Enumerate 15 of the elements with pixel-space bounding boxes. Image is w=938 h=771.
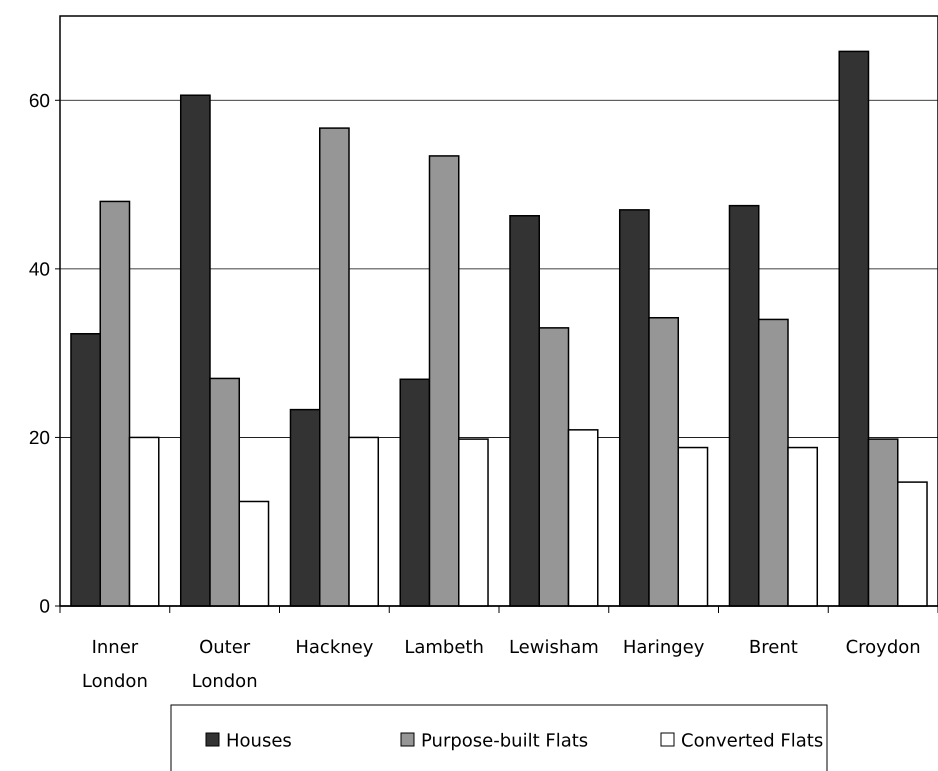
x-tick-label: Haringey	[622, 637, 705, 658]
x-tick-label: Croydon	[846, 637, 921, 658]
y-tick-label: 40	[28, 260, 50, 281]
x-tick-label: Lewisham	[508, 637, 599, 658]
legend-label: Purpose-built Flats	[421, 730, 588, 752]
x-tick-label: Outer London	[192, 637, 258, 692]
x-tick-label: Lambeth	[404, 637, 484, 658]
x-tick-label: Brent	[748, 637, 798, 658]
legend-label: Houses	[226, 730, 292, 752]
x-tick-label: Inner London	[82, 637, 148, 692]
y-tick-label: 20	[28, 428, 50, 450]
legend-label: Converted Flats	[681, 730, 824, 752]
x-tick-label: Hackney	[295, 637, 374, 658]
y-tick-label: 0	[39, 596, 50, 618]
y-tick-label: 60	[28, 90, 50, 112]
